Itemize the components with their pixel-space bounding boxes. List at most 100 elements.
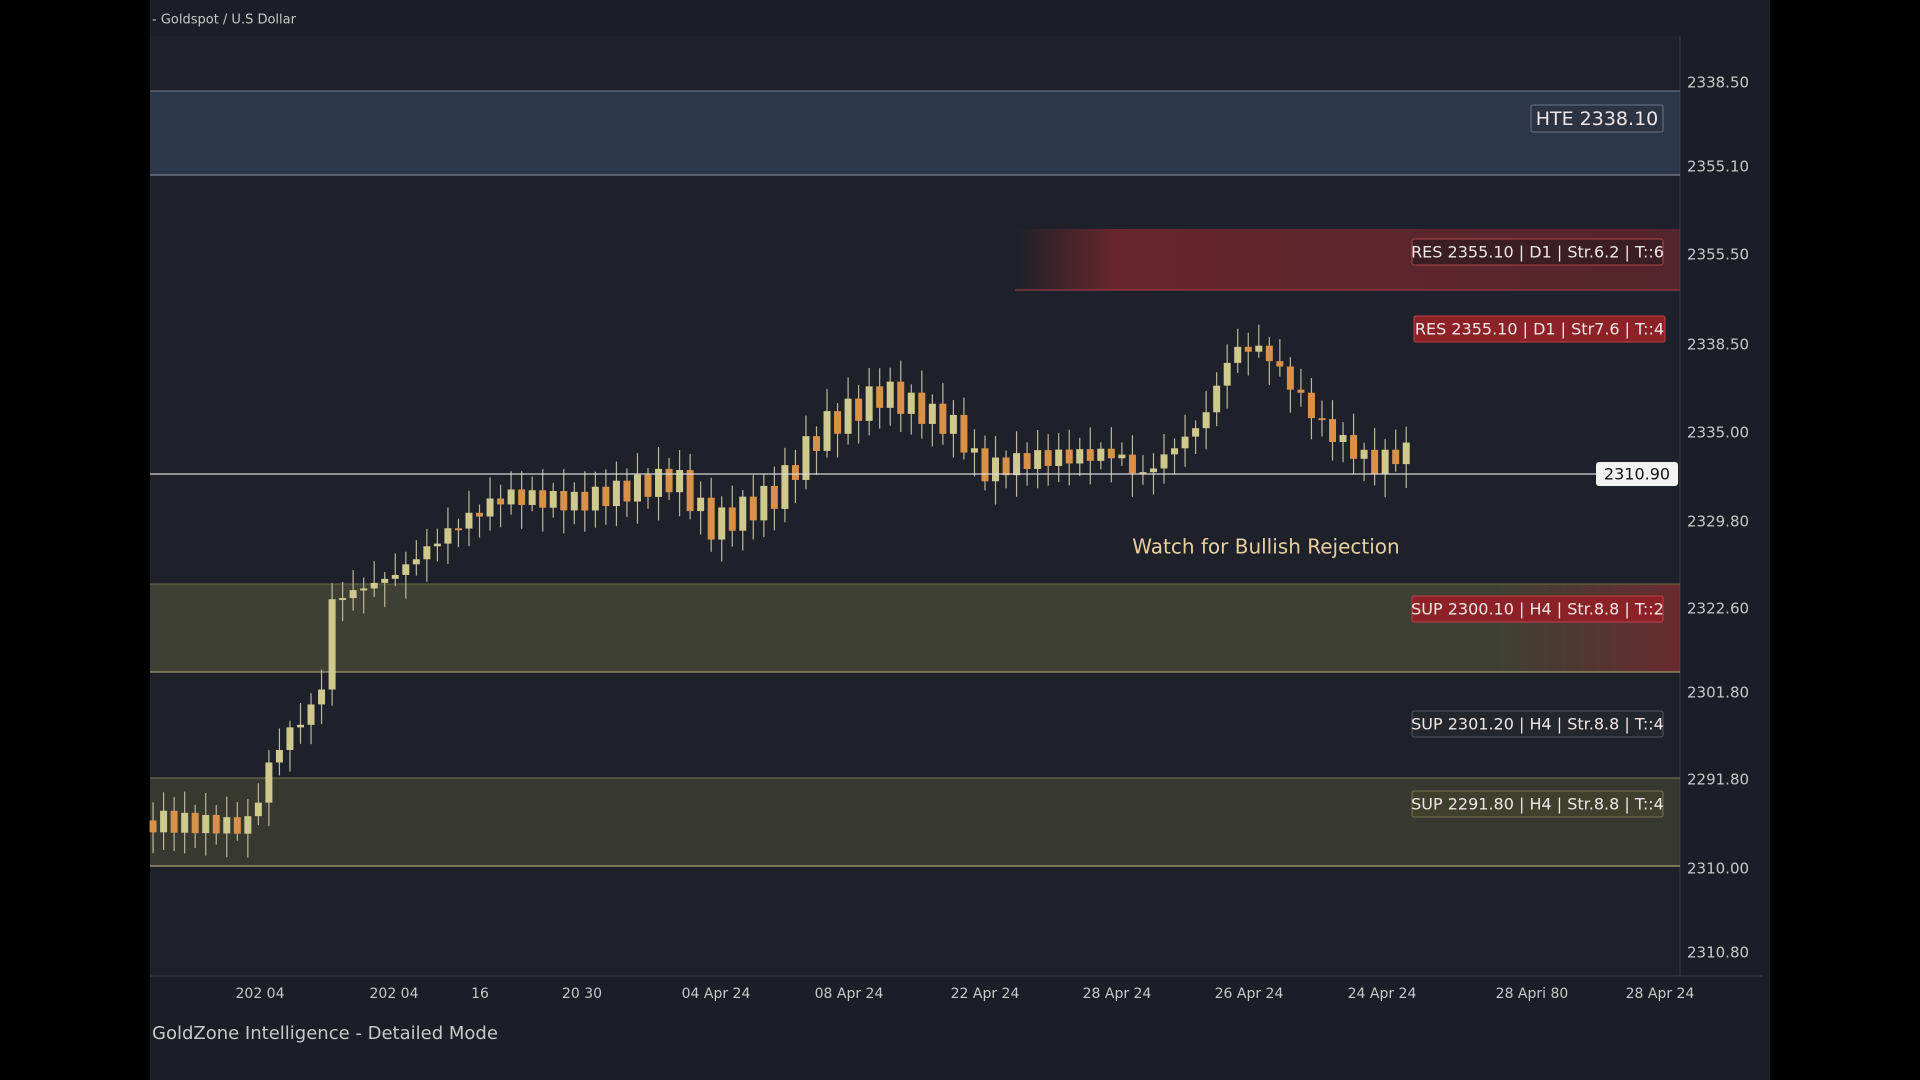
candle-body (423, 546, 431, 560)
candle-body (1149, 468, 1157, 473)
candle-body (170, 810, 178, 833)
candle-body (381, 578, 389, 583)
time-axis-label: 28 Apr 24 (1083, 986, 1152, 1002)
zone-tag (1530, 104, 1664, 133)
candle-body (770, 485, 778, 509)
candle-body (296, 724, 304, 728)
price-axis-label: 2355.50 (1687, 246, 1749, 264)
candle-body (549, 491, 557, 508)
candle-body (1350, 435, 1358, 459)
candle-body (834, 411, 842, 434)
zone-label: SUP 2301.20 | H4 | Str.8.8 | T::4 (1411, 715, 1664, 734)
candle-body (665, 468, 673, 493)
time-axis-label: 28 Apri 80 (1496, 986, 1569, 1002)
candle-body (728, 507, 736, 531)
zone-tag (1413, 315, 1666, 343)
price-axis-label: 2322.60 (1687, 600, 1749, 618)
candle-body (855, 398, 863, 421)
annotation: Watch for Bullish Rejection (1132, 535, 1399, 559)
candle-body (160, 810, 168, 833)
price-axis-label: 2301.80 (1687, 684, 1749, 702)
candle-body (1034, 450, 1042, 470)
candle-body (486, 498, 494, 517)
candle-body (718, 507, 726, 540)
candle-body (623, 480, 631, 502)
candle-body (570, 491, 578, 511)
candle-body (370, 582, 378, 589)
candle-body (360, 588, 368, 591)
candle-body (318, 689, 326, 705)
candle-body (886, 381, 894, 408)
candle-body (612, 480, 620, 507)
candle-body (265, 762, 273, 803)
candle-body (518, 489, 526, 505)
zone-label: SUP 2300.10 | H4 | Str.8.8 | T::2 (1411, 600, 1664, 619)
candle-body (992, 457, 1000, 482)
price-axis-label: 2335.00 (1687, 424, 1749, 442)
candle-body (1181, 436, 1189, 449)
zone-label: RES 2355.10 | D1 | Str7.6 | T::4 (1415, 320, 1664, 339)
candle-body (949, 414, 957, 434)
candle-body (960, 414, 968, 453)
candle-body (928, 403, 936, 424)
candle-body (1055, 449, 1063, 466)
candle-body (1192, 428, 1200, 437)
candle-body (707, 497, 715, 540)
candle-body (339, 598, 347, 601)
candle-body (402, 564, 410, 575)
candle-body (633, 474, 641, 502)
time-axis-label: 22 Apr 24 (951, 986, 1020, 1002)
candle-body (1265, 345, 1273, 362)
candle-body (760, 485, 768, 521)
candle-body (655, 468, 663, 497)
candle-body (1160, 454, 1168, 469)
candle-body (233, 817, 241, 834)
candle-body (328, 599, 336, 690)
candle-body (1329, 419, 1337, 442)
candle-body (539, 490, 547, 508)
time-axis-label: 24 Apr 24 (1348, 986, 1417, 1002)
candle-body (1392, 449, 1400, 465)
candle-body (254, 802, 262, 817)
time-axis-label: 08 Apr 24 (815, 986, 884, 1002)
candle-body (1307, 392, 1315, 419)
candle-body (1023, 453, 1031, 470)
candle-body (897, 381, 905, 414)
candle-body (454, 528, 462, 531)
candle-body (1086, 449, 1094, 461)
price-axis-label: 2310.00 (1687, 860, 1749, 878)
time-axis-label: 20 30 (562, 986, 602, 1002)
candle-body (739, 496, 747, 531)
candle-body (1097, 448, 1105, 461)
candle-body (1371, 449, 1379, 474)
candle-body (1297, 389, 1305, 393)
price-axis-label: 2355.10 (1687, 158, 1749, 176)
candle-body (275, 749, 283, 763)
time-axis-label: 28 Apr 24 (1626, 986, 1695, 1002)
price-axis-label: 2338.50 (1687, 336, 1749, 354)
candle-body (939, 403, 947, 434)
price-axis-label: 2310.80 (1687, 944, 1749, 962)
candle-body (244, 816, 252, 834)
candle-body (918, 392, 926, 424)
candle-body (497, 498, 505, 505)
candle-body (1244, 346, 1252, 352)
time-axis-label: 26 Apr 24 (1215, 986, 1284, 1002)
candle-body (412, 559, 420, 565)
candle-body (444, 528, 452, 544)
candle-body (391, 574, 399, 579)
candle-body (749, 496, 757, 521)
candle-body (212, 814, 220, 834)
candle-body (876, 386, 884, 408)
candle-body (181, 812, 189, 833)
candle-body (191, 812, 199, 834)
candle-body (1202, 412, 1210, 429)
zone-tag (1411, 238, 1664, 266)
candle-body (149, 820, 157, 833)
zone-tag (1411, 790, 1664, 818)
candle-body (1234, 346, 1242, 363)
current-price-tag (1596, 462, 1678, 486)
candle-body (528, 490, 536, 505)
candle-body (1013, 453, 1021, 476)
